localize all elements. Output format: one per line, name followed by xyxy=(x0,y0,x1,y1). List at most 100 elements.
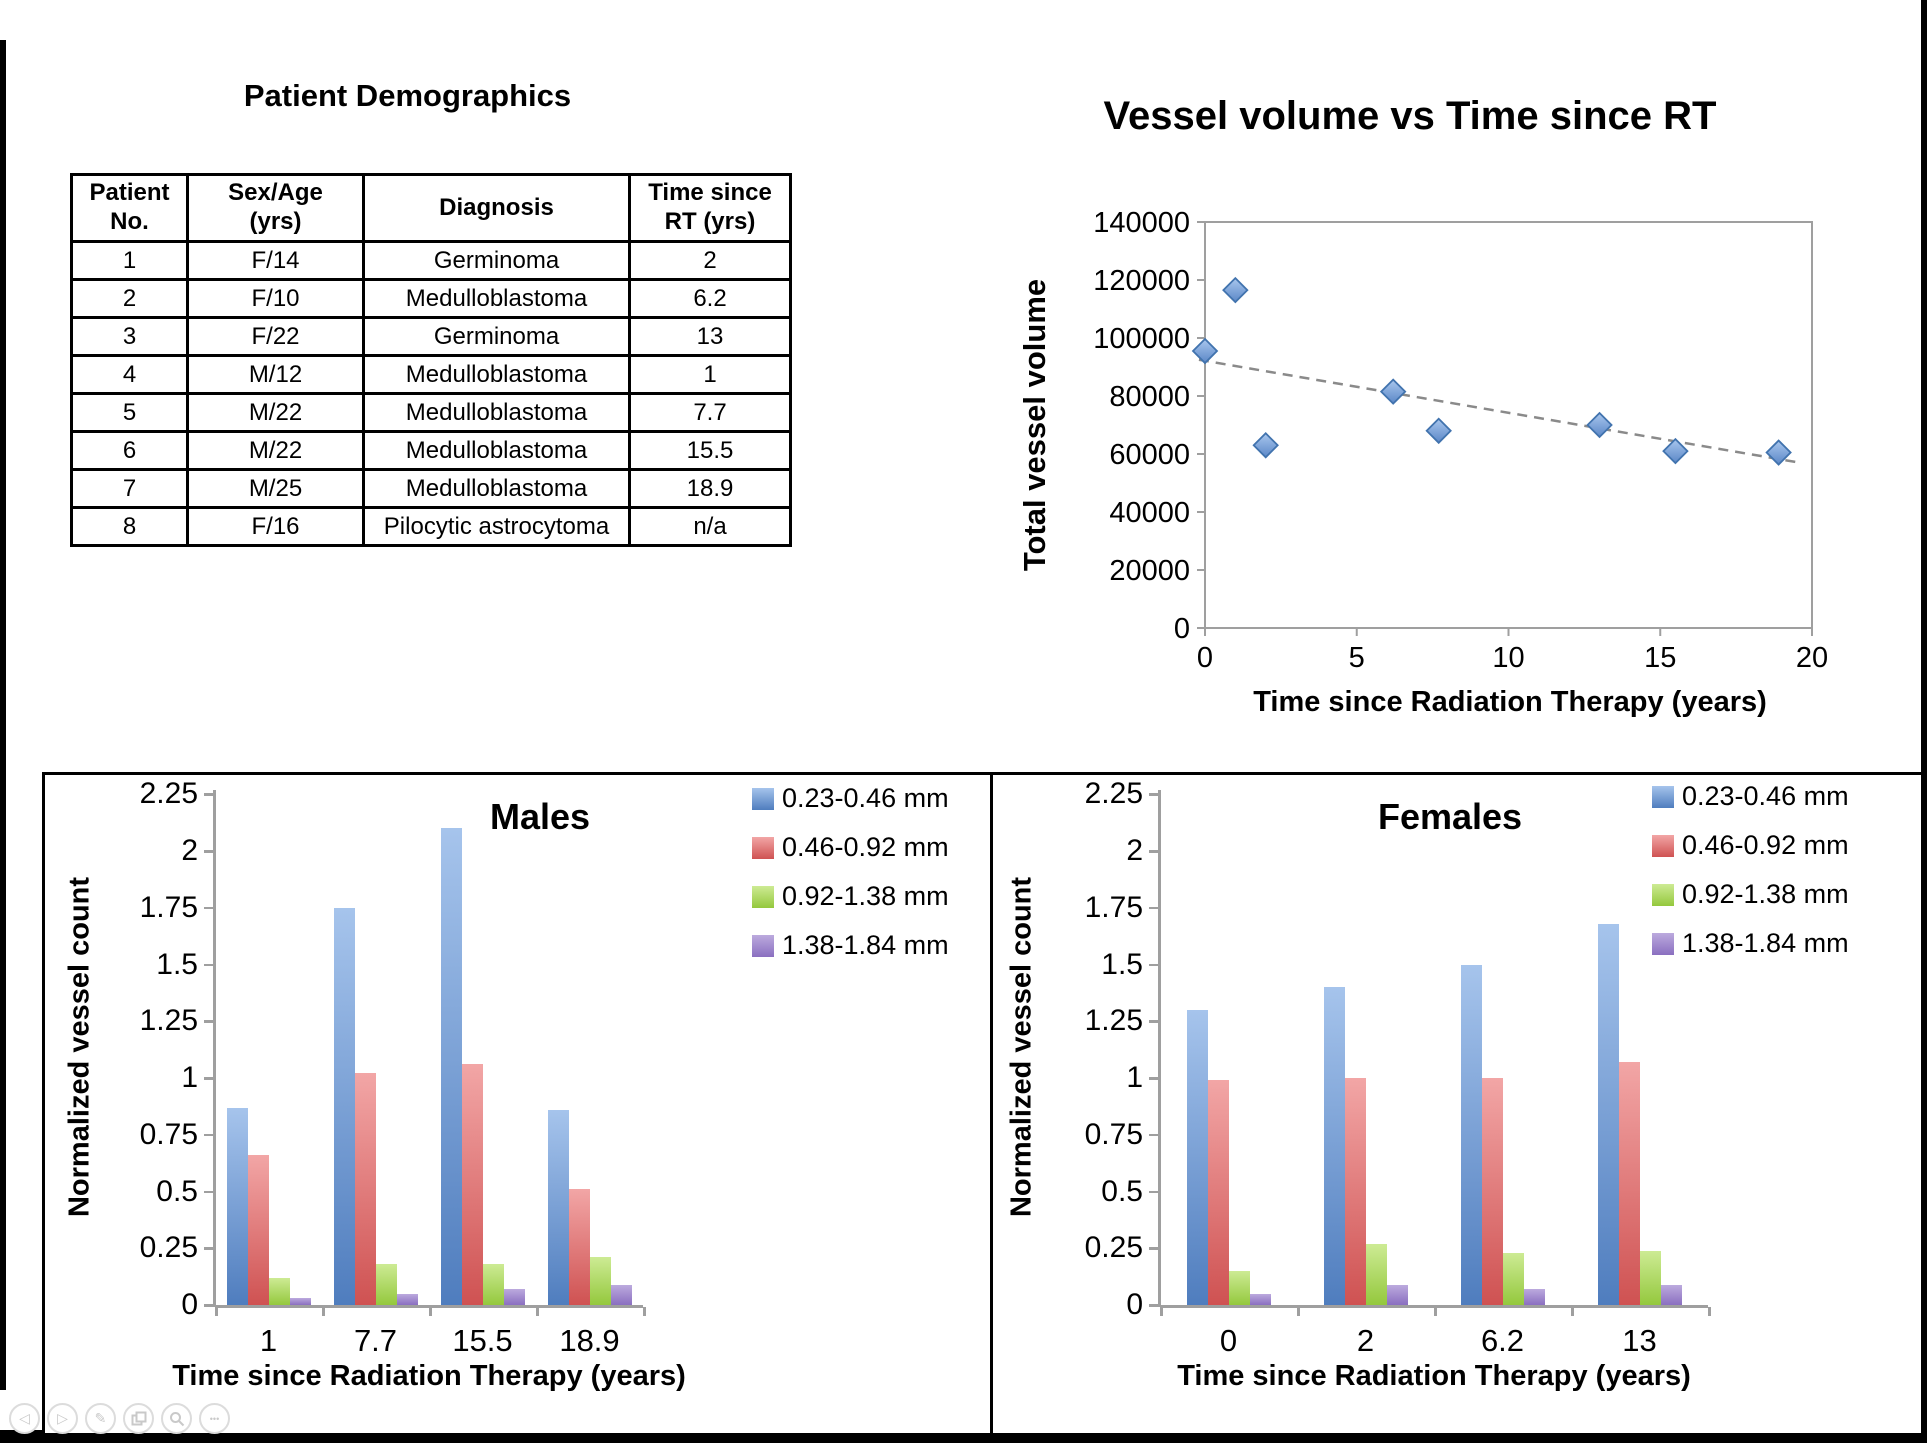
bar-x-tick-label: 7.7 xyxy=(353,1323,398,1358)
scatter-point xyxy=(1222,276,1249,304)
bar-0.46-0.92mm xyxy=(247,1155,269,1305)
legend-label: 0.92-1.38 mm xyxy=(782,881,949,911)
bar-y-tick-label: 1 xyxy=(181,1061,198,1094)
bar-x-tick xyxy=(643,1307,646,1316)
table-header-cell: Time since RT (yrs) xyxy=(628,173,792,243)
bar-0.92-1.38mm xyxy=(1639,1250,1661,1305)
table-cell: F/22 xyxy=(186,316,365,357)
bar-0.92-1.38mm xyxy=(375,1264,397,1305)
table-cell: Medulloblastoma xyxy=(362,430,631,471)
bar-y-tick xyxy=(1149,906,1159,910)
bar-x-tick xyxy=(429,1307,432,1316)
legend-swatch xyxy=(1652,933,1674,955)
bar-y-tick-label: 1.25 xyxy=(1084,1004,1143,1038)
bar-y-tick-label: 1 xyxy=(1126,1061,1143,1094)
bar-0.92-1.38mm xyxy=(589,1257,611,1305)
pen-tool-icon[interactable]: ✎ xyxy=(85,1403,116,1434)
table-cell: Germinoma xyxy=(362,240,631,281)
bar-0.92-1.38mm xyxy=(1228,1270,1250,1305)
trendline xyxy=(1198,358,1801,464)
slide-navigator-icon[interactable] xyxy=(123,1403,154,1434)
bar-1.38-1.84mm xyxy=(503,1289,525,1305)
bar-y-tick xyxy=(1149,1077,1159,1080)
males-chart-title: Males xyxy=(489,796,591,837)
bar-y-tick xyxy=(1149,963,1159,966)
bar-0.23-0.46mm xyxy=(1186,1009,1208,1305)
table-cell: 18.9 xyxy=(628,468,792,509)
more-options-icon[interactable]: ••• xyxy=(199,1403,230,1434)
next-slide-icon[interactable]: ▷ xyxy=(47,1403,78,1434)
legend-swatch xyxy=(1652,835,1674,857)
bar-0.46-0.92mm xyxy=(1207,1080,1229,1305)
bar-y-tick xyxy=(1149,1190,1159,1193)
table-cell: Medulloblastoma xyxy=(362,468,631,509)
bar-y-tick-label: 0.5 xyxy=(1101,1174,1143,1208)
bar-y-axis xyxy=(213,790,216,1307)
bar-y-tick xyxy=(1149,1304,1159,1307)
bar-0.46-0.92mm xyxy=(461,1064,483,1305)
x-tick-label: 20 xyxy=(1796,642,1828,674)
bar-0.23-0.46mm xyxy=(1460,964,1482,1305)
bar-1.38-1.84mm xyxy=(610,1284,632,1305)
previous-slide-icon[interactable]: ◁ xyxy=(9,1403,40,1434)
bar-x-tick-label: 2 xyxy=(1356,1323,1375,1358)
bar-0.23-0.46mm xyxy=(333,907,355,1305)
table-cell: 7.7 xyxy=(628,392,792,433)
y-tick-label: 20000 xyxy=(1109,555,1190,587)
scatter-point xyxy=(1765,439,1792,466)
table-header-row: Patient No. Sex/Age (yrs) Diagnosis Time si… xyxy=(70,173,792,243)
bar-y-tick-label: 1.5 xyxy=(156,947,198,981)
table-cell: 6.2 xyxy=(628,278,792,319)
legend-swatch xyxy=(1652,884,1674,906)
table-cell: 5 xyxy=(70,392,189,433)
bar-y-tick xyxy=(204,906,214,910)
bar-y-tick xyxy=(204,1020,214,1023)
bar-1.38-1.84mm xyxy=(1523,1289,1545,1305)
demographics-table: Patient No. Sex/Age (yrs) Diagnosis Time si… xyxy=(70,173,792,547)
table-cell: F/14 xyxy=(186,240,365,281)
y-tick-label: 40000 xyxy=(1109,497,1190,529)
bar-0.23-0.46mm xyxy=(226,1107,248,1305)
bar-y-tick xyxy=(204,850,214,853)
scatter-point xyxy=(1379,378,1407,405)
bar-0.46-0.92mm xyxy=(568,1189,590,1305)
bar-0.46-0.92mm xyxy=(354,1073,376,1305)
table-row: 8 F/16 Pilocytic astrocytoma n/a xyxy=(70,506,792,547)
scatter-point xyxy=(1662,437,1689,465)
females-chart-panel xyxy=(990,772,1924,1436)
table-row: 5 M/22 Medulloblastoma 7.7 xyxy=(70,392,792,433)
scatter-point xyxy=(1425,417,1452,445)
table-cell: 3 xyxy=(70,316,189,357)
legend-label: 0.23-0.46 mm xyxy=(782,783,949,813)
left-border xyxy=(0,40,6,1390)
table-cell: M/12 xyxy=(186,354,365,395)
bar-y-tick xyxy=(204,1133,214,1137)
table-title: Patient Demographics xyxy=(243,78,572,113)
bar-x-tick xyxy=(536,1307,539,1316)
bar-y-tick-label: 0.75 xyxy=(139,1117,198,1151)
bar-x-tick-label: 18.9 xyxy=(559,1323,620,1358)
bar-y-tick-label: 1.25 xyxy=(139,1004,198,1038)
zoom-tool-icon[interactable] xyxy=(161,1403,192,1434)
table-header-cell: Sex/Age (yrs) xyxy=(186,173,365,243)
bar-1.38-1.84mm xyxy=(396,1293,418,1305)
table-cell: M/22 xyxy=(186,392,365,433)
table-cell: F/16 xyxy=(186,506,365,547)
table-cell: 7 xyxy=(70,468,189,509)
table-row: 6 M/22 Medulloblastoma 15.5 xyxy=(70,430,792,471)
legend-label: 1.38-1.84 mm xyxy=(782,930,949,960)
table-cell: 2 xyxy=(70,278,189,319)
bar-y-tick-label: 2.25 xyxy=(1084,777,1143,811)
bar-0.46-0.92mm xyxy=(1481,1078,1503,1305)
table-row: 2 F/10 Medulloblastoma 6.2 xyxy=(70,278,792,319)
table-cell: F/10 xyxy=(186,278,365,319)
bar-1.38-1.84mm xyxy=(289,1298,311,1305)
bar-x-tick-label: 13 xyxy=(1622,1323,1657,1358)
bar-x-tick-label: 1 xyxy=(259,1323,278,1358)
table-cell: 2 xyxy=(628,240,792,281)
bar-y-tick-label: 2.25 xyxy=(139,777,198,811)
table-cell: M/25 xyxy=(186,468,365,509)
right-border xyxy=(1921,0,1927,1443)
bar-x-tick-label: 15.5 xyxy=(452,1323,513,1358)
scatter-point xyxy=(1191,337,1219,365)
